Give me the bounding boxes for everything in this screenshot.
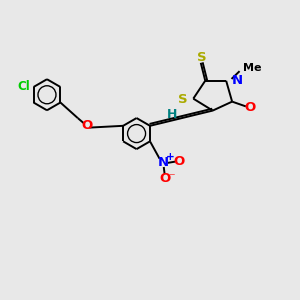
Text: Me: Me [243, 63, 261, 73]
Text: H: H [167, 108, 177, 121]
Text: N: N [232, 74, 243, 87]
Text: S: S [196, 51, 206, 64]
Text: Cl: Cl [18, 80, 31, 93]
Text: +: + [166, 152, 174, 163]
Text: S: S [178, 93, 188, 106]
Text: O: O [174, 155, 185, 168]
Text: O: O [244, 101, 256, 114]
Text: N: N [158, 156, 169, 169]
Text: O: O [81, 119, 92, 132]
Text: O: O [159, 172, 170, 185]
Text: ⁻: ⁻ [168, 171, 175, 184]
